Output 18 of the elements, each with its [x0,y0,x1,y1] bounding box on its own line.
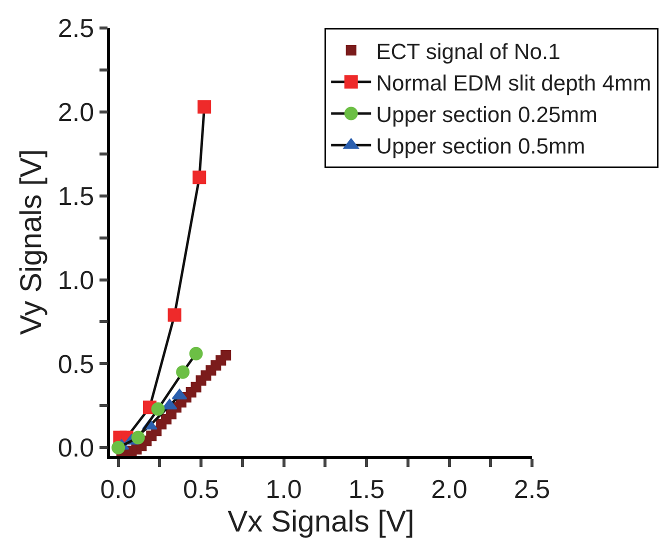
x-tick-label: 1.0 [266,474,302,504]
x-tick-label: 0.0 [100,474,136,504]
legend-label: ECT signal of No.1 [376,38,560,64]
x-tick-label: 0.5 [182,474,220,504]
y-tick-label: 0.0 [58,432,94,463]
y-tick-label: 1.5 [58,180,94,211]
x-tick-label: 1.5 [348,474,385,504]
legend-label: Normal EDM slit depth 4mm [376,70,652,96]
x-tick-label: 2.0 [431,474,468,504]
legend-label: Upper section 0.25mm [376,102,598,128]
y-tick-label: 2.0 [58,97,94,128]
x-axis-title: Vx Signals [V] [228,505,414,538]
x-tick-label: 2.5 [514,474,550,504]
y-tick-label: 2.5 [58,13,94,44]
y-tick-label: 0.5 [58,348,94,379]
y-axis-title: Vy Signals [V] [14,149,48,335]
y-tick-label: 1.0 [58,264,94,295]
legend-label: Upper section 0.5mm [376,134,586,159]
